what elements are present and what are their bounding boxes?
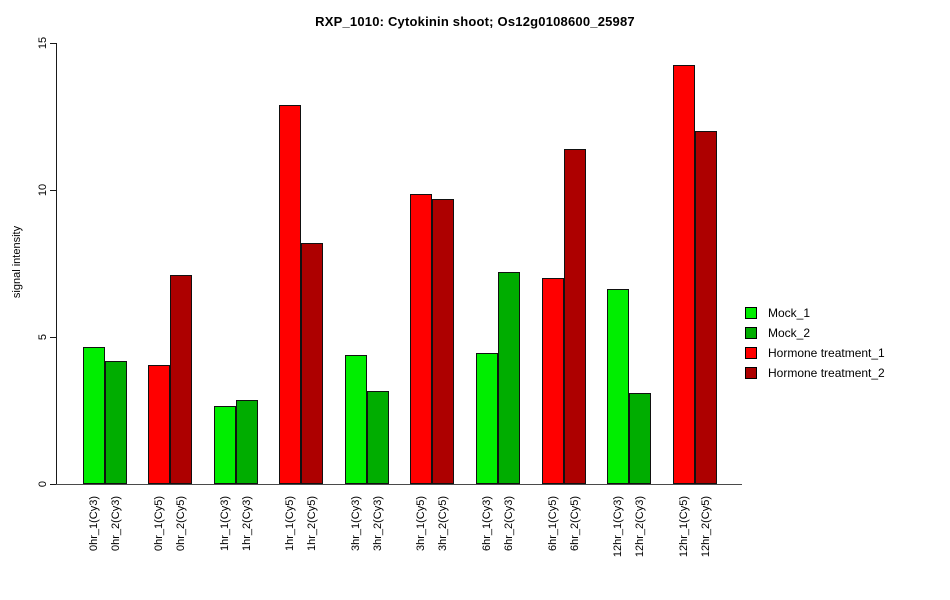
y-tick-mark bbox=[50, 42, 56, 44]
x-tick-label: 6hr_2(Cy5) bbox=[568, 496, 581, 552]
legend-item-label: Mock_2 bbox=[768, 326, 811, 340]
legend-item-label: Mock_1 bbox=[768, 306, 811, 320]
x-tick-label: 0hr_2(Cy5) bbox=[175, 496, 188, 552]
bar-0hr_1(Cy3) bbox=[82, 347, 105, 484]
legend-item: Hormone treatment_2 bbox=[745, 363, 885, 383]
bar-12hr_1(Cy5) bbox=[672, 65, 695, 484]
legend-item-label: Hormone treatment_2 bbox=[768, 366, 885, 380]
bar-0hr_1(Cy5) bbox=[148, 364, 171, 484]
y-tick-mark bbox=[50, 483, 56, 485]
x-tick-label: 12hr_1(Cy5) bbox=[677, 496, 690, 558]
x-tick-label: 3hr_1(Cy3) bbox=[349, 496, 362, 552]
x-tick-label: 1hr_1(Cy5) bbox=[284, 496, 297, 552]
x-tick-label: 1hr_2(Cy3) bbox=[240, 496, 253, 552]
bar-6hr_2(Cy3) bbox=[498, 272, 520, 484]
legend-color-swatch bbox=[745, 327, 757, 339]
legend-item: Mock_2 bbox=[745, 323, 885, 343]
x-tick-label: 6hr_1(Cy5) bbox=[546, 496, 559, 552]
bar-1hr_2(Cy5) bbox=[301, 242, 324, 484]
bar-0hr_2(Cy3) bbox=[104, 360, 127, 484]
y-axis-line bbox=[56, 43, 57, 485]
legend-item-label: Hormone treatment_1 bbox=[768, 346, 885, 360]
bar-0hr_2(Cy5) bbox=[170, 275, 193, 484]
x-tick-label: 6hr_2(Cy3) bbox=[503, 496, 515, 552]
x-tick-label: 0hr_1(Cy3) bbox=[87, 496, 100, 552]
x-axis-line bbox=[56, 484, 742, 485]
x-tick-label: 3hr_1(Cy5) bbox=[415, 496, 428, 552]
legend-color-swatch bbox=[745, 367, 757, 379]
plot-area bbox=[57, 43, 742, 484]
y-tick-label: 10 bbox=[37, 183, 49, 197]
x-tick-label: 1hr_2(Cy5) bbox=[306, 496, 319, 552]
bar-3hr_1(Cy5) bbox=[410, 194, 433, 484]
x-tick-label: 0hr_1(Cy5) bbox=[153, 496, 166, 552]
bar-1hr_1(Cy3) bbox=[213, 406, 236, 484]
bar-1hr_2(Cy3) bbox=[235, 400, 258, 484]
y-tick-label: 5 bbox=[37, 333, 49, 341]
x-tick-label: 3hr_2(Cy5) bbox=[437, 496, 450, 552]
bar-6hr_1(Cy3) bbox=[476, 353, 498, 484]
bar-12hr_2(Cy5) bbox=[694, 131, 717, 484]
bar-3hr_2(Cy3) bbox=[366, 391, 389, 484]
bar-6hr_1(Cy5) bbox=[541, 278, 564, 484]
bar-12hr_2(Cy3) bbox=[629, 392, 652, 484]
legend-item: Hormone treatment_1 bbox=[745, 343, 885, 363]
x-tick-label: 3hr_2(Cy3) bbox=[371, 496, 384, 552]
x-tick-label: 12hr_2(Cy3) bbox=[634, 496, 647, 558]
legend: Mock_1 Mock_2 Hormone treatment_1 Hormone t… bbox=[745, 303, 885, 383]
bar-1hr_1(Cy5) bbox=[279, 104, 302, 484]
y-axis-label: signal intensity bbox=[11, 225, 23, 299]
y-tick-mark bbox=[50, 189, 56, 191]
bar-12hr_1(Cy3) bbox=[607, 288, 630, 484]
legend-item: Mock_1 bbox=[745, 303, 885, 323]
legend-color-swatch bbox=[745, 307, 757, 319]
bar-3hr_1(Cy3) bbox=[344, 354, 367, 484]
y-tick-label: 0 bbox=[37, 480, 49, 488]
legend-color-swatch bbox=[745, 347, 757, 359]
x-tick-label: 12hr_2(Cy5) bbox=[699, 496, 712, 558]
y-tick-mark bbox=[50, 336, 56, 338]
bar-6hr_2(Cy5) bbox=[563, 148, 586, 484]
chart-title: RXP_1010: Cytokinin shoot; Os12g0108600_… bbox=[315, 14, 635, 29]
x-tick-label: 1hr_1(Cy3) bbox=[218, 496, 231, 552]
x-tick-label: 0hr_2(Cy3) bbox=[109, 496, 122, 552]
x-tick-label: 6hr_1(Cy3) bbox=[481, 496, 493, 552]
x-tick-label: 12hr_1(Cy3) bbox=[612, 496, 625, 558]
y-tick-label: 15 bbox=[37, 36, 49, 50]
bar-3hr_2(Cy5) bbox=[432, 198, 455, 484]
